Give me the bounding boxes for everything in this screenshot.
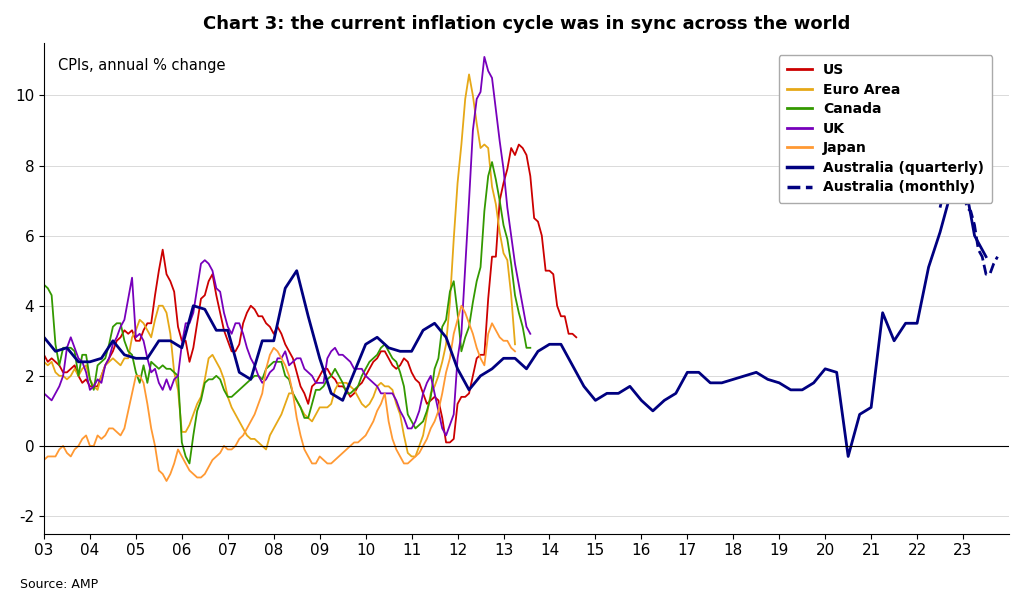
Legend: US, Euro Area, Canada, UK, Japan, Australia (quarterly), Australia (monthly): US, Euro Area, Canada, UK, Japan, Austra… [778,55,992,203]
Text: Source: AMP: Source: AMP [20,578,98,591]
Title: Chart 3: the current inflation cycle was in sync across the world: Chart 3: the current inflation cycle was… [203,15,850,33]
Text: CPIs, annual % change: CPIs, annual % change [58,57,226,73]
